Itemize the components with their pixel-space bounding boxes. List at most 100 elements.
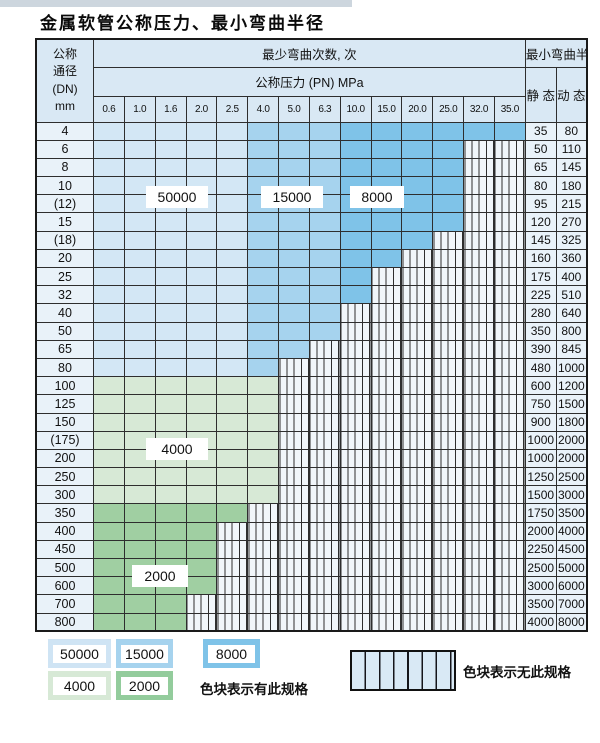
table-row: 8 65 145 xyxy=(35,157,588,178)
spec-cell xyxy=(154,521,187,541)
dn-header: 公称 通径 (DN) mm xyxy=(35,38,94,123)
no-spec-cell xyxy=(339,576,372,596)
no-spec-cell xyxy=(247,539,280,560)
spec-cell xyxy=(216,285,249,305)
no-spec-cell xyxy=(463,412,495,432)
dynamic-radius-cell: 270 xyxy=(555,212,588,232)
no-spec-cell xyxy=(278,503,310,523)
dn-cell: 250 xyxy=(35,467,94,487)
dynamic-radius-cell: 6000 xyxy=(555,576,588,596)
spec-cell xyxy=(247,157,280,178)
no-spec-cell xyxy=(308,430,341,450)
spec-cell xyxy=(154,121,187,141)
spec-cell xyxy=(154,303,187,323)
legend-swatch-label: 8000 xyxy=(208,644,255,663)
spec-cell xyxy=(123,303,156,323)
spec-cell xyxy=(154,212,187,232)
no-spec-cell xyxy=(432,285,465,305)
no-spec-cell xyxy=(401,612,434,632)
spec-cell xyxy=(401,212,434,232)
spec-cell xyxy=(93,285,125,305)
dn-cell: 600 xyxy=(35,576,94,596)
dn-cell: 800 xyxy=(35,612,94,632)
dynamic-radius-cell: 1200 xyxy=(555,376,588,396)
spec-cell xyxy=(370,248,403,269)
spec-cell xyxy=(247,230,280,250)
table-row: 450 2250 4500 xyxy=(35,539,588,560)
no-spec-cell xyxy=(401,285,434,305)
spec-cell xyxy=(432,121,465,141)
no-spec-cell xyxy=(339,467,372,487)
spec-cell xyxy=(308,248,341,269)
dn-cell: 10 xyxy=(35,176,94,196)
no-spec-cell xyxy=(278,357,310,378)
no-spec-cell xyxy=(339,503,372,523)
dn-cell: 200 xyxy=(35,448,94,469)
no-spec-cell xyxy=(308,557,341,578)
dn-cell: 400 xyxy=(35,521,94,541)
no-spec-cell xyxy=(493,357,526,378)
no-spec-cell xyxy=(308,521,341,541)
no-spec-cell xyxy=(339,303,372,323)
no-spec-cell xyxy=(278,557,310,578)
pressure-value-header: 2.0 xyxy=(185,95,218,123)
no-spec-cell xyxy=(278,576,310,596)
spec-cell xyxy=(123,521,156,541)
no-spec-cell xyxy=(339,339,372,359)
pressure-value-header: 1.6 xyxy=(154,95,187,123)
dynamic-radius-cell: 2000 xyxy=(555,430,588,450)
no-spec-cell xyxy=(339,394,372,414)
no-spec-cell xyxy=(493,503,526,523)
no-spec-cell xyxy=(278,448,310,469)
spec-cell xyxy=(216,194,249,214)
spec-cell xyxy=(247,248,280,269)
spec-cell xyxy=(93,612,125,632)
no-spec-cell xyxy=(463,539,495,560)
cycle-count-label: 4000 xyxy=(146,438,208,460)
legend-no-spec-text: 色块表示无此规格 xyxy=(463,665,571,680)
spec-cell xyxy=(123,266,156,287)
no-spec-cell xyxy=(308,376,341,396)
spec-cell xyxy=(93,121,125,141)
static-radius-cell: 145 xyxy=(524,230,557,250)
dynamic-radius-cell: 110 xyxy=(555,139,588,159)
static-header: 静 态 xyxy=(524,66,557,123)
spec-cell xyxy=(123,357,156,378)
no-spec-cell xyxy=(339,521,372,541)
static-radius-cell: 280 xyxy=(524,303,557,323)
no-spec-cell xyxy=(432,521,465,541)
spec-cell xyxy=(154,612,187,632)
no-spec-cell xyxy=(216,594,249,614)
spec-cell xyxy=(370,212,403,232)
dn-cell: 300 xyxy=(35,485,94,505)
spec-cell xyxy=(278,157,310,178)
no-spec-cell xyxy=(401,266,434,287)
dynamic-radius-cell: 2500 xyxy=(555,467,588,487)
spec-cell xyxy=(463,121,495,141)
spec-cell xyxy=(216,139,249,159)
spec-cell xyxy=(93,485,125,505)
no-spec-cell xyxy=(401,521,434,541)
no-spec-cell xyxy=(308,594,341,614)
no-spec-cell xyxy=(463,230,495,250)
no-spec-cell xyxy=(493,157,526,178)
spec-cell xyxy=(308,212,341,232)
spec-cell xyxy=(123,157,156,178)
no-spec-cell xyxy=(463,430,495,450)
no-spec-cell xyxy=(493,194,526,214)
no-spec-cell xyxy=(339,448,372,469)
spec-cell xyxy=(339,266,372,287)
dn-cell: 700 xyxy=(35,594,94,614)
no-spec-cell xyxy=(493,594,526,614)
no-spec-cell xyxy=(493,266,526,287)
no-spec-cell xyxy=(401,430,434,450)
static-radius-cell: 350 xyxy=(524,321,557,341)
no-spec-cell xyxy=(278,376,310,396)
spec-cell xyxy=(154,394,187,414)
spec-cell xyxy=(123,230,156,250)
no-spec-cell xyxy=(216,576,249,596)
spec-cell xyxy=(93,157,125,178)
table-row: 6 50 110 xyxy=(35,139,588,159)
legend-swatch-label: 50000 xyxy=(53,644,106,663)
spec-cell xyxy=(93,412,125,432)
